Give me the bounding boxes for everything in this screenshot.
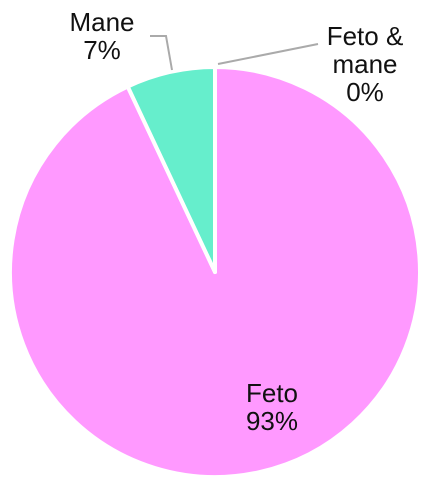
leader-line [150,35,173,71]
slice-label: Feto [246,378,298,408]
leader-line [217,43,319,65]
slice-value-label: 7% [83,35,121,65]
slice-label: Feto & mane [327,21,404,79]
slice-value-label: 93% [246,406,298,436]
slice-value-label: 0% [346,77,384,107]
slice-label: Mane [69,7,134,37]
